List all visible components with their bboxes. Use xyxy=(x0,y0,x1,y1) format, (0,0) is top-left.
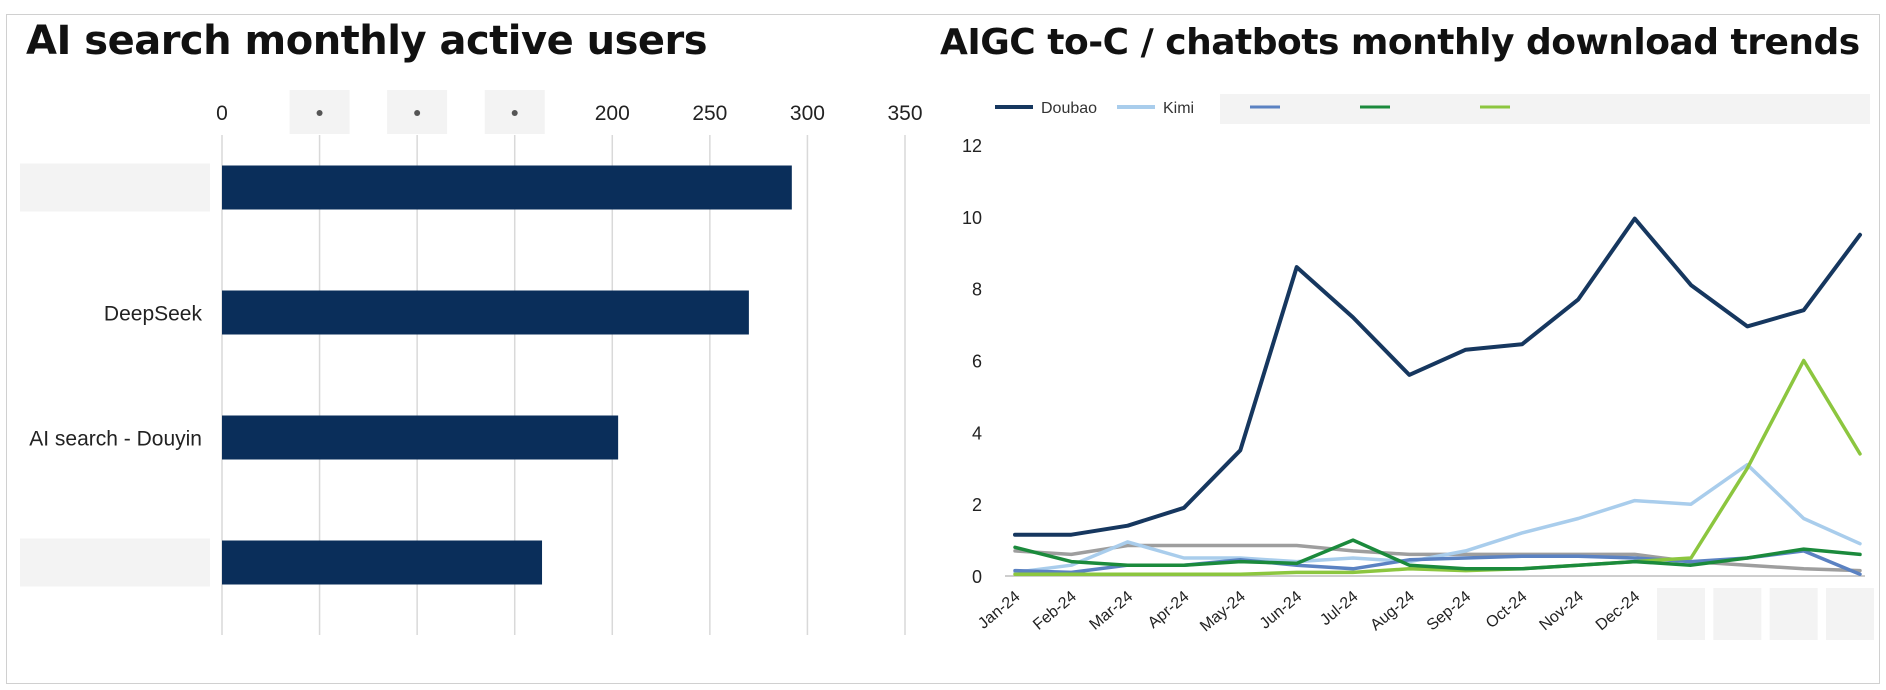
figure-frame xyxy=(6,14,1880,684)
bar xyxy=(222,540,543,585)
bar-chart: 0 200 250 300 350 DeepSeek AI search - Douyin xyxy=(20,90,923,635)
left-chart-title: AI search monthly active users xyxy=(26,18,708,64)
x-tick-label: Jun-24 xyxy=(1257,588,1305,633)
blurred-legend-patch xyxy=(1220,94,1870,124)
x-tick-label: Apr-24 xyxy=(1145,588,1193,632)
bar xyxy=(222,165,792,210)
line-chart: DoubaoKimiWenxiaoyan024681012Jan-24Feb-2… xyxy=(962,94,1874,640)
x-tick-label: Nov-24 xyxy=(1536,588,1587,634)
x-tick-label: Jan-24 xyxy=(975,588,1023,633)
blurred-x-tick-patch xyxy=(1826,588,1874,640)
y-tick-label: 4 xyxy=(972,423,982,443)
x-tick-label: 300 xyxy=(790,102,825,125)
blurred-tick-mark xyxy=(414,110,421,116)
y-tick-label: 12 xyxy=(962,136,982,156)
blurred-x-tick-patch xyxy=(1713,588,1762,640)
x-tick-label: 0 xyxy=(216,102,228,125)
x-tick-label: Feb-24 xyxy=(1030,588,1080,634)
y-tick-label: 2 xyxy=(972,495,982,515)
x-tick-label: 350 xyxy=(887,102,922,125)
x-tick-label: Jul-24 xyxy=(1317,588,1361,629)
series-line-light-green-series xyxy=(1013,358,1862,576)
x-tick-label: Dec-24 xyxy=(1593,588,1644,634)
series-line-doubao xyxy=(1013,216,1862,537)
legend-label: Kimi xyxy=(1163,100,1194,117)
x-tick-label: May-24 xyxy=(1197,588,1249,635)
blurred-category-patch xyxy=(20,538,210,587)
right-chart-title: AIGC to-C / chatbots monthly download tr… xyxy=(940,22,1860,63)
blurred-category-patch xyxy=(20,163,210,212)
x-tick-label: Sep-24 xyxy=(1424,588,1475,634)
y-tick-label: 0 xyxy=(972,567,982,587)
series-line-kimi xyxy=(1013,462,1862,575)
x-tick-label: 200 xyxy=(595,102,630,125)
x-tick-label: Aug-24 xyxy=(1367,588,1418,634)
bar xyxy=(222,290,749,335)
y-tick-label: 10 xyxy=(962,208,982,228)
x-tick-label: 250 xyxy=(692,102,727,125)
x-tick-label: Mar-24 xyxy=(1086,588,1136,634)
blurred-tick-mark xyxy=(511,110,518,116)
series-line-wenxiaoyan xyxy=(1013,543,1862,573)
category-label: DeepSeek xyxy=(104,303,203,326)
legend-label: Doubao xyxy=(1041,100,1097,117)
series-line-dark-green-series xyxy=(1013,538,1862,571)
x-tick-label: Oct-24 xyxy=(1483,588,1531,632)
blurred-tick-mark xyxy=(316,110,323,116)
bar xyxy=(222,415,619,460)
y-tick-label: 6 xyxy=(972,352,982,372)
y-tick-label: 8 xyxy=(972,280,982,300)
category-label: AI search - Douyin xyxy=(29,428,202,451)
blurred-x-tick-patch xyxy=(1769,588,1818,640)
blurred-x-tick-patch xyxy=(1657,588,1705,640)
